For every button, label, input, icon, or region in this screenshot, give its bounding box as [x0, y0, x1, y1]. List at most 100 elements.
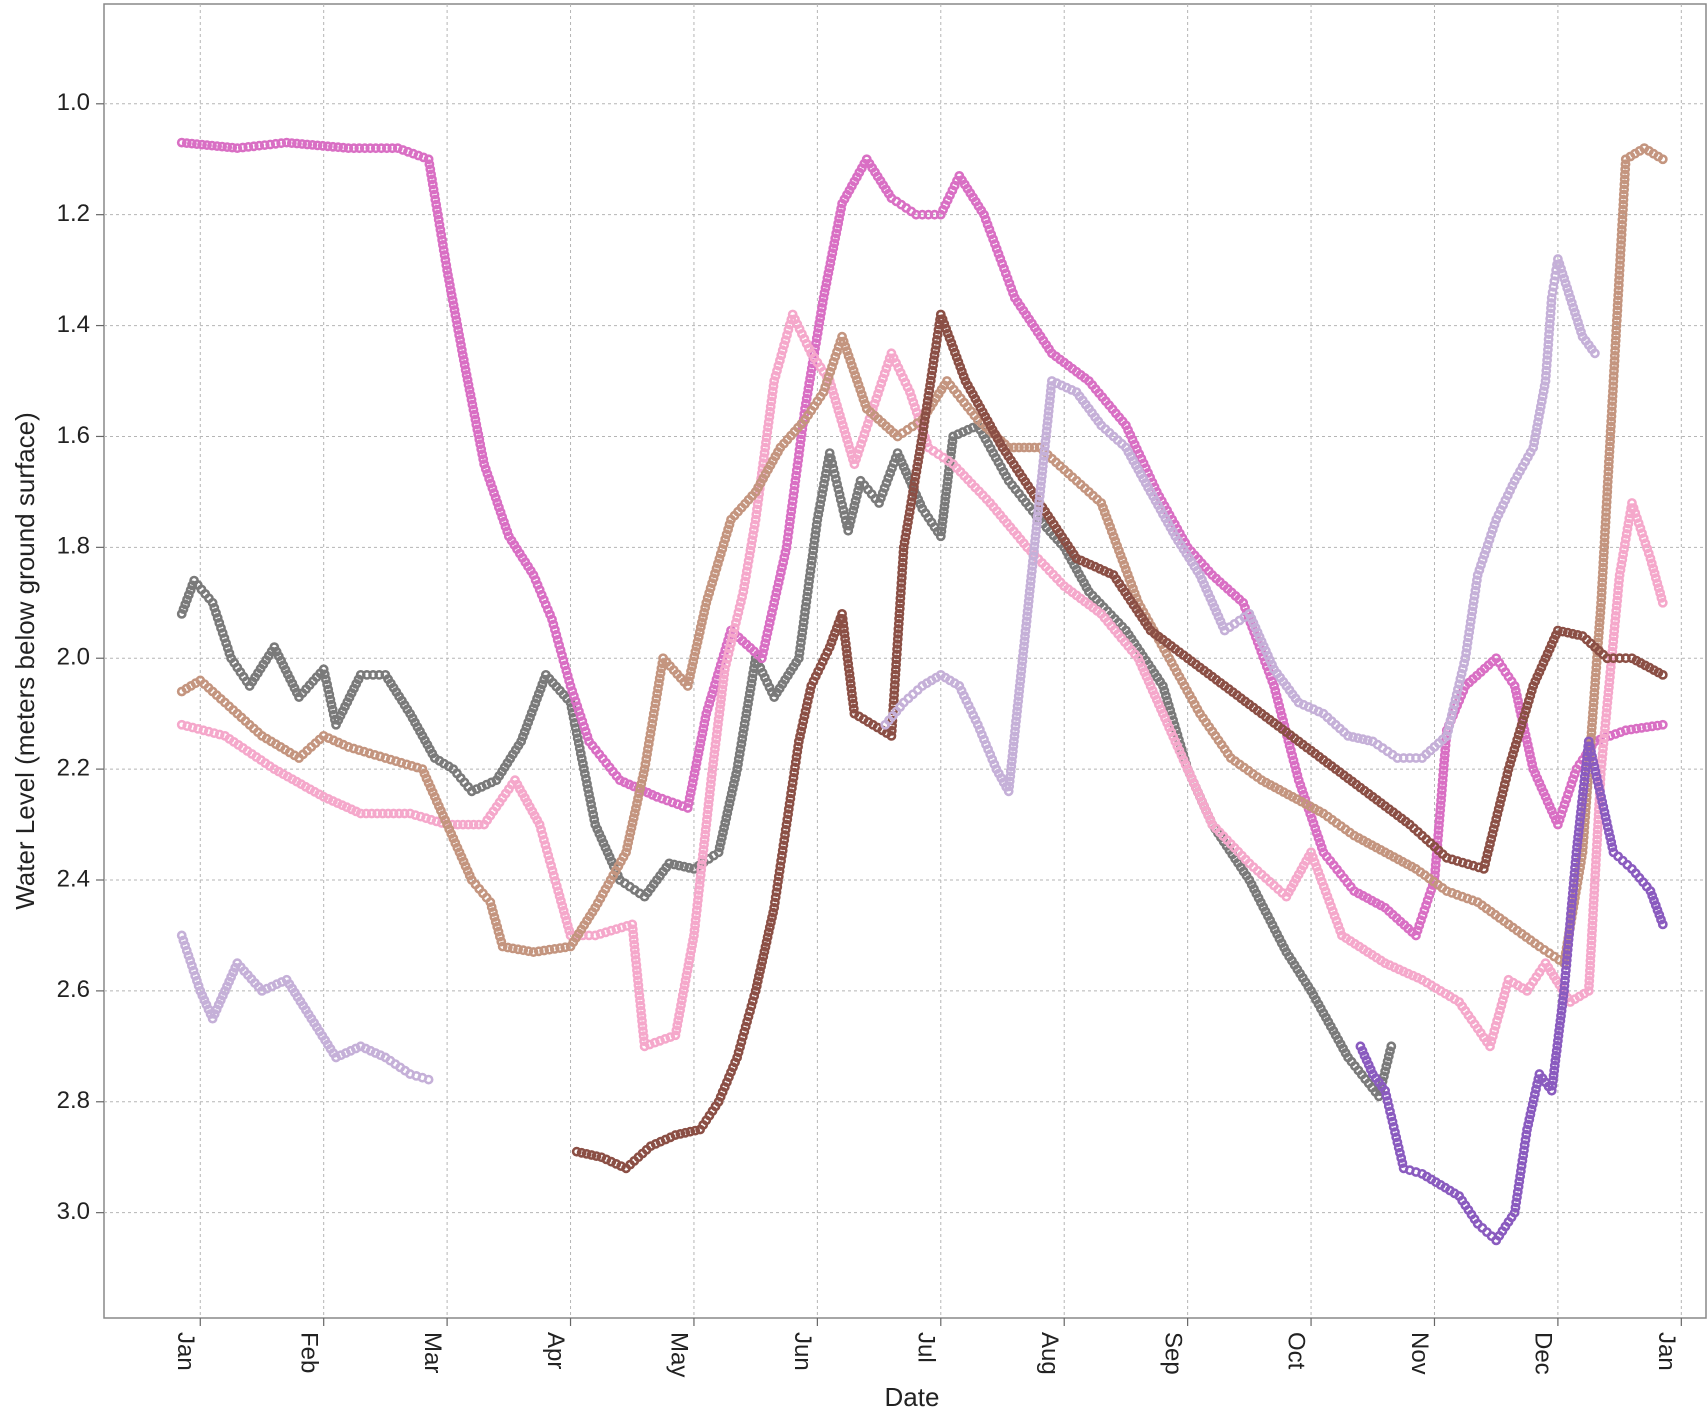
series-6 — [1355, 736, 1668, 1246]
data-point — [1565, 919, 1575, 929]
data-point — [468, 819, 479, 830]
data-point — [1614, 270, 1625, 281]
data-point — [764, 618, 775, 628]
data-point — [1606, 406, 1617, 417]
data-point — [437, 234, 447, 245]
data-point — [881, 478, 892, 488]
data-point — [734, 602, 745, 613]
data-point — [1560, 970, 1571, 981]
data-point — [1353, 733, 1363, 743]
data-point — [927, 365, 938, 376]
x-tick-label: Oct — [1283, 1332, 1310, 1370]
data-point — [928, 360, 938, 371]
data-point — [941, 323, 951, 334]
data-point — [1603, 461, 1614, 472]
data-point — [1437, 775, 1448, 786]
data-point — [518, 945, 529, 956]
data-point — [837, 614, 848, 624]
data-point — [1602, 481, 1613, 492]
data-point — [804, 571, 815, 581]
data-point — [1469, 591, 1480, 601]
data-point — [317, 140, 328, 151]
data-point — [633, 793, 643, 804]
data-point — [632, 970, 643, 981]
data-point — [447, 295, 458, 305]
data-point — [1158, 681, 1168, 691]
data-point — [359, 746, 370, 757]
data-point — [1251, 632, 1261, 642]
data-point — [1600, 527, 1610, 538]
data-point — [391, 756, 401, 767]
data-point — [1605, 672, 1615, 683]
data-point — [582, 779, 592, 789]
data-point — [1037, 471, 1047, 481]
data-point — [848, 698, 859, 709]
data-point — [248, 141, 259, 152]
data-point — [896, 583, 906, 593]
data-point — [565, 681, 576, 691]
data-point — [1556, 1005, 1567, 1016]
x-tick-label: Jul — [912, 1332, 939, 1363]
data-point — [938, 511, 949, 522]
data-point — [376, 143, 387, 154]
data-point — [1548, 1070, 1559, 1081]
data-point — [1586, 930, 1597, 941]
data-point — [183, 950, 194, 961]
data-point — [540, 840, 551, 850]
data-point — [1617, 209, 1628, 220]
data-point — [941, 486, 952, 497]
data-point — [1587, 751, 1597, 762]
data-point — [1619, 544, 1629, 555]
data-point — [355, 808, 366, 819]
data-point — [772, 365, 782, 376]
data-point — [692, 900, 703, 911]
data-point — [772, 882, 783, 892]
data-point — [891, 654, 902, 665]
data-point — [747, 673, 758, 684]
data-point — [186, 960, 197, 971]
data-point — [890, 674, 900, 685]
data-point — [829, 238, 840, 249]
y-tick-label: 2.6 — [57, 976, 90, 1003]
data-point — [1038, 456, 1049, 466]
data-point — [1544, 318, 1555, 329]
data-point — [789, 485, 799, 496]
data-point — [823, 268, 834, 278]
data-point — [1008, 288, 1018, 298]
data-point — [795, 731, 805, 742]
data-point — [801, 701, 812, 711]
data-point — [682, 803, 693, 813]
data-point — [797, 721, 808, 732]
data-point — [1348, 732, 1358, 742]
data-point — [1164, 722, 1174, 733]
data-point — [1016, 666, 1027, 677]
data-point — [1537, 391, 1548, 402]
data-point — [1103, 517, 1114, 527]
data-point — [1499, 990, 1510, 1001]
data-point — [694, 885, 704, 895]
data-point — [553, 886, 564, 896]
data-point — [928, 355, 939, 366]
data-point — [843, 663, 854, 674]
data-point — [779, 835, 790, 846]
y-tick-label: 1.2 — [57, 200, 90, 227]
data-point — [818, 483, 828, 494]
data-point — [768, 602, 778, 613]
data-point — [687, 778, 698, 788]
data-point — [790, 757, 801, 768]
data-point — [1007, 751, 1018, 762]
data-point — [1036, 476, 1047, 486]
data-point — [1590, 672, 1601, 683]
data-point — [655, 668, 666, 679]
data-point — [833, 484, 844, 495]
data-point — [1006, 761, 1017, 772]
data-point — [647, 718, 658, 729]
data-point — [1386, 1111, 1397, 1122]
data-point — [428, 184, 439, 195]
data-point — [207, 140, 217, 151]
data-point — [950, 347, 960, 358]
data-point — [1509, 681, 1520, 691]
data-point — [644, 734, 655, 744]
data-point — [766, 396, 777, 407]
data-point — [176, 930, 187, 941]
